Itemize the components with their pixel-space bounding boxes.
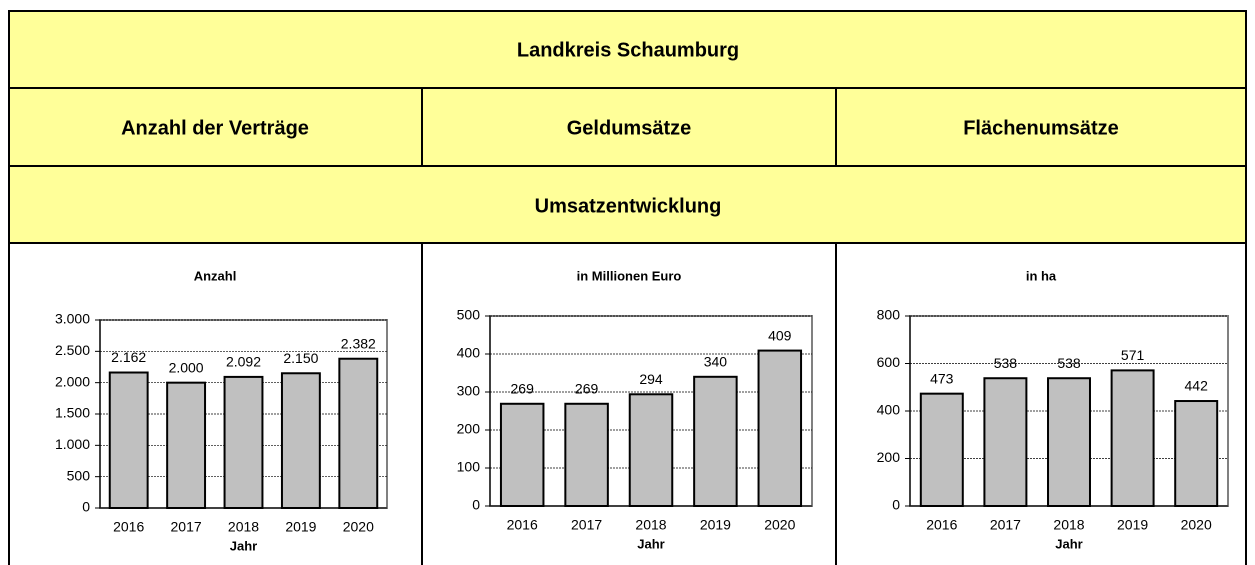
bar xyxy=(693,375,738,507)
chart-title: Anzahl xyxy=(194,268,237,283)
x-tick-label: 2018 xyxy=(228,519,259,535)
bar xyxy=(983,377,1028,508)
bar xyxy=(757,349,803,507)
bar xyxy=(338,357,379,509)
bar xyxy=(1047,377,1091,508)
y-tick-label: 0 xyxy=(892,497,900,513)
x-tick-label: 2016 xyxy=(113,519,144,535)
x-tick-label: 2020 xyxy=(1181,517,1212,533)
value-label: 538 xyxy=(1057,355,1081,371)
y-tick-label: 200 xyxy=(877,449,901,465)
value-label: 538 xyxy=(994,355,1018,371)
y-tick-label: 200 xyxy=(457,421,481,437)
value-label: 442 xyxy=(1185,378,1209,394)
y-tick-label: 600 xyxy=(877,354,901,370)
header-bg xyxy=(9,11,1246,243)
x-tick-label: 2019 xyxy=(285,519,316,535)
chart-title: in Millionen Euro xyxy=(577,268,682,283)
chart-title: in ha xyxy=(1026,268,1057,283)
section-header: Umsatzentwicklung xyxy=(535,195,722,217)
bar xyxy=(108,371,149,510)
x-tick-label: 2017 xyxy=(171,519,202,535)
value-label: 2.150 xyxy=(283,350,318,366)
bar xyxy=(280,372,321,509)
y-tick-label: 100 xyxy=(457,459,481,475)
column-header: Flächenumsätze xyxy=(963,117,1119,139)
x-tick-label: 2017 xyxy=(990,517,1021,533)
x-tick-label: 2018 xyxy=(635,517,666,533)
x-tick-label: 2018 xyxy=(1053,517,1084,533)
bar xyxy=(166,381,207,509)
x-tick-label: 2017 xyxy=(571,517,602,533)
value-label: 2.000 xyxy=(169,359,204,375)
y-tick-label: 800 xyxy=(877,307,901,323)
value-label: 571 xyxy=(1121,347,1145,363)
bar xyxy=(1110,369,1155,508)
bar xyxy=(223,375,264,509)
value-label: 2.162 xyxy=(111,349,146,365)
x-axis-label: Jahr xyxy=(1055,536,1082,551)
bar xyxy=(564,402,609,507)
y-tick-label: 3.000 xyxy=(55,311,90,327)
y-tick-label: 0 xyxy=(472,497,480,513)
y-tick-label: 500 xyxy=(67,467,91,483)
value-label: 409 xyxy=(768,327,792,343)
bar xyxy=(1174,400,1219,507)
value-label: 269 xyxy=(511,380,535,396)
bar xyxy=(628,393,674,507)
y-tick-label: 1.500 xyxy=(55,405,90,421)
x-tick-label: 2016 xyxy=(926,517,957,533)
y-tick-label: 2.500 xyxy=(55,342,90,358)
value-label: 2.382 xyxy=(341,335,376,351)
bar xyxy=(919,392,964,508)
value-label: 294 xyxy=(639,371,663,387)
y-tick-label: 400 xyxy=(457,345,481,361)
x-tick-label: 2020 xyxy=(764,517,795,533)
y-tick-label: 400 xyxy=(877,402,901,418)
x-axis-label: Jahr xyxy=(637,536,664,551)
bar xyxy=(499,402,545,507)
y-tick-label: 500 xyxy=(457,307,481,323)
value-label: 473 xyxy=(930,370,954,386)
value-label: 2.092 xyxy=(226,354,261,370)
y-tick-label: 2.000 xyxy=(55,373,90,389)
x-tick-label: 2020 xyxy=(343,519,374,535)
value-label: 269 xyxy=(575,380,599,396)
x-tick-label: 2019 xyxy=(1117,517,1148,533)
outer-border xyxy=(8,10,1247,565)
y-tick-label: 0 xyxy=(82,499,90,515)
x-axis-label: Jahr xyxy=(230,538,257,553)
title: Landkreis Schaumburg xyxy=(517,39,739,61)
column-header: Anzahl der Verträge xyxy=(121,117,309,139)
x-tick-label: 2019 xyxy=(700,517,731,533)
x-tick-label: 2016 xyxy=(507,517,538,533)
y-tick-label: 300 xyxy=(457,383,481,399)
value-label: 340 xyxy=(704,354,728,370)
y-tick-label: 1.000 xyxy=(55,436,90,452)
column-header: Geldumsätze xyxy=(567,117,691,139)
